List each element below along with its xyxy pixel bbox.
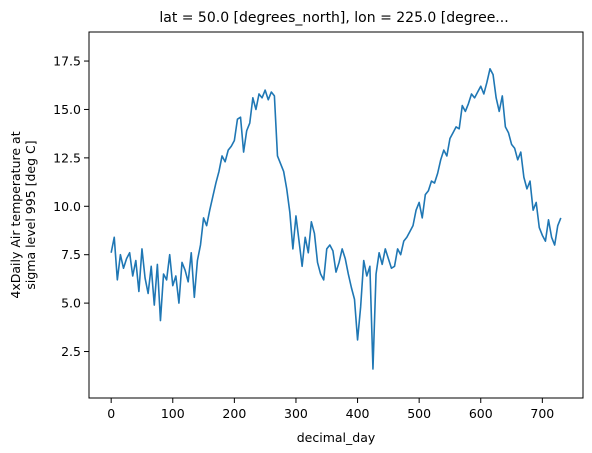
x-tick-label: 500 — [407, 406, 431, 421]
y-tick-label: 15.0 — [53, 102, 81, 117]
x-tick-label: 300 — [284, 406, 308, 421]
x-tick-label: 0 — [107, 406, 115, 421]
y-axis-label-line-2: sigma level 995 [deg C] — [23, 140, 38, 289]
x-axis-label: decimal_day — [297, 430, 376, 445]
y-tick-label: 5.0 — [61, 296, 81, 311]
y-tick-label: 17.5 — [53, 54, 81, 69]
x-axis: 0 100 200 300 400 500 600 700 — [107, 398, 554, 421]
x-tick-label: 600 — [469, 406, 493, 421]
y-axis-label: 4xDaily Air temperature at sigma level 9… — [8, 131, 38, 298]
y-tick-label: 2.5 — [61, 344, 81, 359]
y-tick-label: 7.5 — [61, 247, 81, 262]
x-tick-label: 100 — [161, 406, 185, 421]
plot-frame — [88, 31, 584, 399]
y-axis-label-line-1: 4xDaily Air temperature at — [8, 131, 23, 298]
series-line — [110, 67, 562, 370]
y-tick-label: 12.5 — [53, 150, 81, 165]
y-tick-label: 10.0 — [53, 199, 81, 214]
x-tick-label: 700 — [530, 406, 554, 421]
chart-title: lat = 50.0 [degrees_north], lon = 225.0 … — [159, 10, 508, 26]
x-tick-label: 400 — [346, 406, 370, 421]
x-tick-label: 200 — [222, 406, 246, 421]
y-axis: 2.5 5.0 7.5 10.0 12.5 15.0 17.5 — [53, 54, 89, 359]
